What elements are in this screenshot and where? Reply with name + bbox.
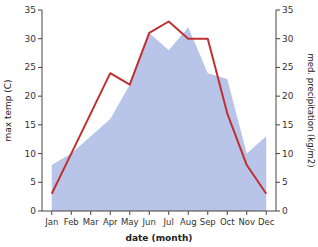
x-tick-label: Dec xyxy=(258,217,275,227)
y-tick xyxy=(38,211,42,212)
x-tick-label: Jul xyxy=(163,217,174,227)
x-tick xyxy=(51,211,52,215)
y-tick-label: 10 xyxy=(25,149,37,159)
y2-tick xyxy=(276,211,280,212)
y2-axis-line xyxy=(276,10,277,211)
y2-tick-label: 35 xyxy=(282,5,293,15)
y-tick-label: 25 xyxy=(25,62,36,72)
x-tick-label: Apr xyxy=(103,217,118,227)
x-tick xyxy=(149,211,150,215)
y-tick-label: 30 xyxy=(25,34,37,44)
x-axis-line xyxy=(42,211,276,212)
y-tick xyxy=(38,38,42,39)
precip-area xyxy=(52,27,267,211)
x-tick-label: Aug xyxy=(180,217,197,227)
axes: 0 5 10 15 20 25 30 35 0 5 10 15 20 25 30 35 Jan Feb MarApr… xyxy=(25,5,294,227)
plot-area xyxy=(52,21,267,211)
y-tick-label: 0 xyxy=(30,206,36,216)
y2-tick xyxy=(276,182,280,183)
x-tick xyxy=(266,211,267,215)
x-tick-label: Oct xyxy=(220,217,235,227)
y2-tick-label: 15 xyxy=(282,120,293,130)
x-tick xyxy=(207,211,208,215)
x-tick xyxy=(90,211,91,215)
x-tick xyxy=(188,211,189,215)
y2-tick xyxy=(276,67,280,68)
x-tick-label: May xyxy=(121,217,139,227)
y-tick-label: 35 xyxy=(25,5,36,15)
x-tick-label: Nov xyxy=(238,217,255,227)
y2-tick-label: 30 xyxy=(282,34,294,44)
x-tick xyxy=(129,211,130,215)
y2-tick xyxy=(276,153,280,154)
y2-tick xyxy=(276,10,280,11)
x-tick xyxy=(71,211,72,215)
chart: 0 5 10 15 20 25 30 35 0 5 10 15 20 25 30 35 Jan Feb MarApr… xyxy=(0,0,318,247)
background xyxy=(0,0,318,247)
x-tick xyxy=(246,211,247,215)
y-tick xyxy=(38,10,42,11)
x-tick xyxy=(110,211,111,215)
y2-tick xyxy=(276,124,280,125)
temp-line xyxy=(52,21,267,193)
y2-tick xyxy=(276,38,280,39)
y2-axis-title: med. precipitation (kg/m2) xyxy=(306,53,316,167)
x-tick xyxy=(227,211,228,215)
y-tick xyxy=(38,153,42,154)
x-tick xyxy=(168,211,169,215)
y2-tick-label: 20 xyxy=(282,91,294,101)
y-tick xyxy=(38,182,42,183)
y-axis-line xyxy=(42,10,43,211)
y-tick xyxy=(38,124,42,125)
x-tick-label: Feb xyxy=(64,217,79,227)
y-tick-label: 5 xyxy=(30,177,36,187)
y-tick-label: 20 xyxy=(25,91,37,101)
x-tick-label: Sep xyxy=(200,217,216,227)
y-tick xyxy=(38,96,42,97)
x-tick-label: Jun xyxy=(142,217,156,227)
x-tick-label: Mar xyxy=(83,217,100,227)
x-tick-label: Jan xyxy=(44,217,58,227)
y-tick-label: 15 xyxy=(25,120,36,130)
y2-tick xyxy=(276,96,280,97)
y2-tick-label: 10 xyxy=(282,149,294,159)
y-tick xyxy=(38,67,42,68)
y2-tick-label: 25 xyxy=(282,62,293,72)
y2-tick-label: 5 xyxy=(282,177,288,187)
y2-tick-label: 0 xyxy=(282,206,288,216)
x-axis-title: date (month) xyxy=(126,233,193,243)
y-axis-title: max temp (C) xyxy=(3,79,13,141)
